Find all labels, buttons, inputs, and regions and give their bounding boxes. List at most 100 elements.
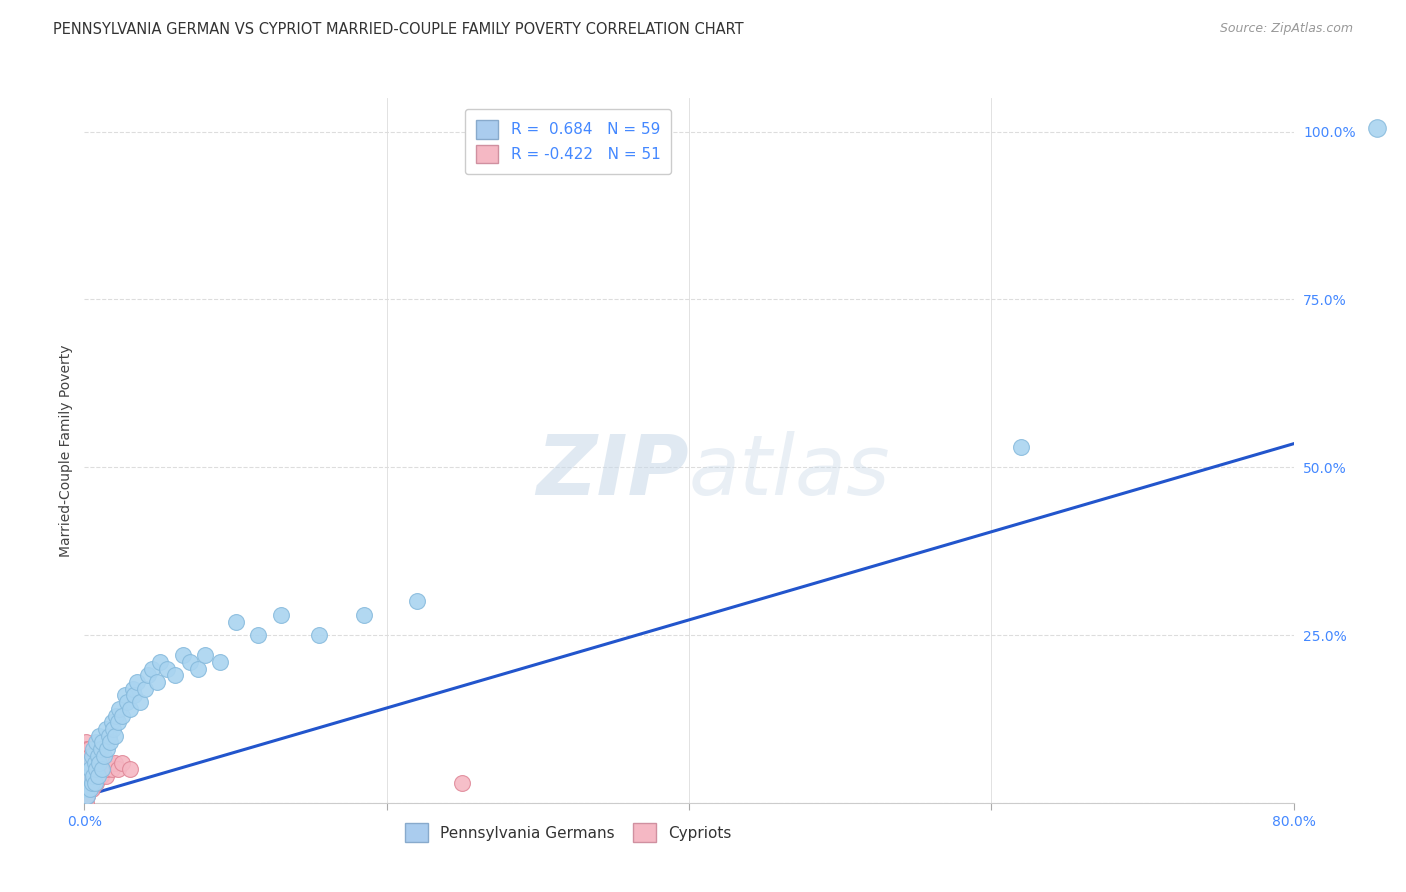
Point (94, 722, 117, 736)
Point (93, 748, 115, 763)
Point (225, 615, 247, 629)
Point (353, 607, 375, 622)
Point (79, 762, 101, 776)
Point (97, 729, 120, 743)
Point (105, 708, 128, 723)
Point (129, 695, 152, 709)
Point (75, 796, 97, 810)
Point (127, 675, 149, 690)
Point (86, 735, 108, 749)
Point (75, 742, 97, 756)
Point (90, 769, 112, 783)
Point (87, 756, 110, 770)
Point (90, 742, 112, 756)
Point (87, 769, 110, 783)
Text: Source: ZipAtlas.com: Source: ZipAtlas.com (1219, 22, 1353, 36)
Point (79, 748, 101, 763)
Point (98, 735, 121, 749)
Point (209, 655, 232, 669)
Legend: Pennsylvania Germans, Cypriots: Pennsylvania Germans, Cypriots (399, 817, 737, 848)
Point (87, 748, 110, 763)
Point (87, 769, 110, 783)
Point (76, 789, 98, 803)
Point (1365, 121, 1388, 136)
Point (77, 769, 100, 783)
Point (136, 668, 159, 682)
Point (75, 762, 97, 776)
Point (91, 762, 114, 776)
Point (79, 775, 101, 789)
Point (77, 756, 100, 770)
Point (156, 662, 179, 676)
Point (194, 648, 217, 662)
Point (75, 789, 97, 803)
Point (89, 729, 111, 743)
Point (111, 756, 134, 770)
Point (86, 775, 108, 789)
Point (75, 756, 97, 770)
Point (179, 655, 201, 669)
Point (89, 748, 111, 763)
Point (93, 756, 115, 770)
Point (100, 715, 122, 730)
Text: PENNSYLVANIA GERMAN VS CYPRIOT MARRIED-COUPLE FAMILY POVERTY CORRELATION CHART: PENNSYLVANIA GERMAN VS CYPRIOT MARRIED-C… (53, 22, 744, 37)
Point (76, 748, 98, 763)
Point (82, 769, 104, 783)
Point (118, 702, 141, 716)
Point (104, 729, 127, 743)
Point (82, 775, 104, 789)
Point (80, 782, 103, 797)
Point (451, 775, 474, 789)
Point (75, 769, 97, 783)
Point (172, 648, 194, 662)
Point (97, 756, 120, 770)
Point (187, 662, 209, 676)
Point (76, 762, 98, 776)
Point (308, 628, 330, 642)
Point (115, 695, 138, 709)
Point (96, 762, 118, 776)
Point (406, 594, 429, 608)
Point (134, 681, 156, 696)
Y-axis label: Married-Couple Family Poverty: Married-Couple Family Poverty (59, 344, 73, 557)
Point (91, 735, 114, 749)
Point (82, 748, 104, 763)
Point (89, 756, 111, 770)
Point (1011, 440, 1033, 454)
Point (107, 762, 129, 776)
Point (84, 756, 107, 770)
Point (141, 662, 163, 676)
Point (84, 756, 107, 770)
Point (80, 775, 103, 789)
Point (77, 742, 100, 756)
Point (270, 607, 292, 622)
Point (96, 742, 118, 756)
Text: ZIP: ZIP (536, 431, 689, 512)
Point (76, 775, 98, 789)
Point (82, 762, 104, 776)
Point (76, 756, 98, 770)
Point (118, 762, 141, 776)
Point (76, 769, 98, 783)
Point (100, 762, 122, 776)
Point (101, 722, 124, 736)
Point (84, 769, 107, 783)
Point (80, 769, 103, 783)
Point (77, 769, 100, 783)
Point (111, 708, 134, 723)
Point (121, 681, 143, 696)
Point (77, 782, 100, 797)
Point (122, 689, 145, 703)
Point (165, 668, 187, 682)
Text: atlas: atlas (689, 431, 890, 512)
Point (76, 789, 98, 803)
Point (108, 702, 131, 716)
Point (77, 756, 100, 770)
Point (149, 655, 172, 669)
Point (80, 748, 103, 763)
Point (94, 769, 117, 783)
Point (107, 715, 129, 730)
Point (75, 775, 97, 789)
Point (146, 675, 169, 690)
Point (91, 762, 114, 776)
